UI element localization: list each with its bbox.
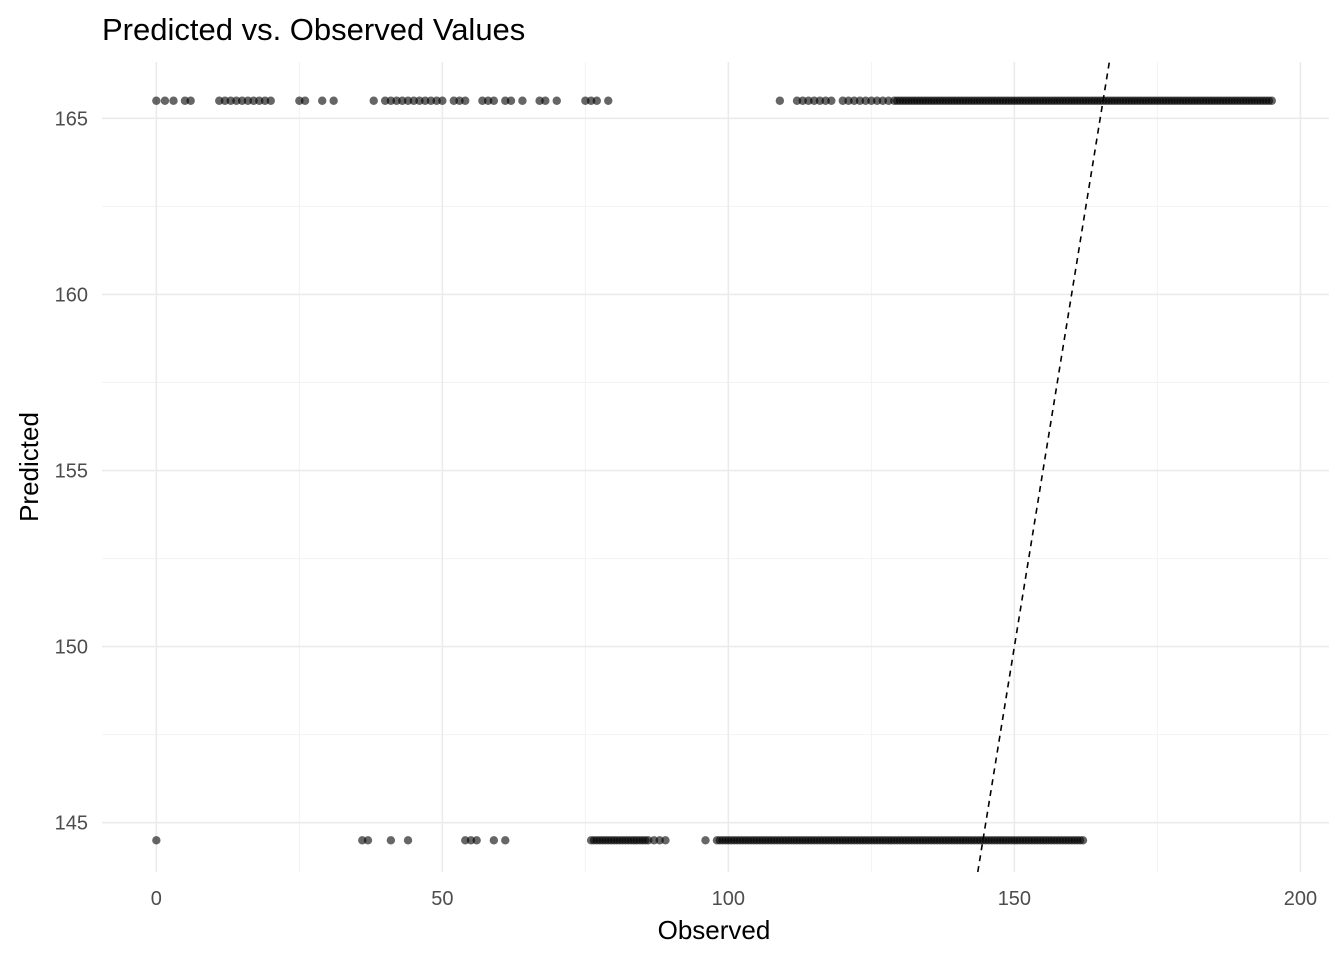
- y-tick-label: 150: [55, 637, 88, 659]
- data-point: [1267, 96, 1276, 105]
- data-point: [169, 96, 178, 105]
- data-point: [266, 96, 275, 105]
- data-point: [152, 836, 161, 845]
- data-point: [329, 96, 338, 105]
- data-point: [661, 836, 670, 845]
- y-axis-title: Predicted: [14, 412, 44, 522]
- data-point: [644, 836, 653, 845]
- y-tick-label: 160: [55, 284, 88, 306]
- data-point: [369, 96, 378, 105]
- data-point: [461, 96, 470, 105]
- x-tick-label: 50: [431, 888, 453, 910]
- y-tick-label: 165: [55, 108, 88, 130]
- y-tick-label: 155: [55, 461, 88, 483]
- data-point: [318, 96, 327, 105]
- data-point: [363, 836, 373, 845]
- data-point: [604, 96, 613, 105]
- data-point: [472, 836, 481, 845]
- reference-line: [976, 61, 1111, 873]
- data-point: [386, 836, 396, 845]
- data-point: [506, 96, 516, 105]
- data-points: [152, 96, 1276, 845]
- grid: [102, 62, 1329, 872]
- y-axis-ticks: 145 150 155 160 165: [55, 108, 88, 834]
- data-point: [300, 96, 310, 105]
- data-point: [1078, 836, 1088, 845]
- x-tick-label: 150: [998, 888, 1031, 910]
- chart-title: Predicted vs. Observed Values: [102, 12, 525, 47]
- data-point: [775, 96, 785, 105]
- data-point: [152, 96, 161, 105]
- data-point: [489, 836, 499, 845]
- data-point: [438, 96, 447, 105]
- x-axis-title: Observed: [658, 915, 771, 945]
- data-point: [541, 96, 550, 105]
- x-axis-ticks: 0 50 100 150 200: [151, 888, 1317, 910]
- data-point: [403, 836, 413, 845]
- data-point: [701, 836, 710, 845]
- x-tick-label: 200: [1284, 888, 1317, 910]
- data-point: [518, 96, 527, 105]
- data-point: [160, 96, 170, 105]
- y-tick-label: 145: [55, 813, 88, 835]
- data-point: [501, 836, 510, 845]
- reference-line-layer: [976, 61, 1111, 873]
- data-point: [489, 96, 499, 105]
- x-tick-label: 100: [712, 888, 745, 910]
- data-point: [592, 96, 602, 105]
- data-point: [552, 96, 561, 105]
- x-tick-label: 0: [151, 888, 162, 910]
- data-point: [186, 96, 195, 105]
- data-point: [827, 96, 836, 105]
